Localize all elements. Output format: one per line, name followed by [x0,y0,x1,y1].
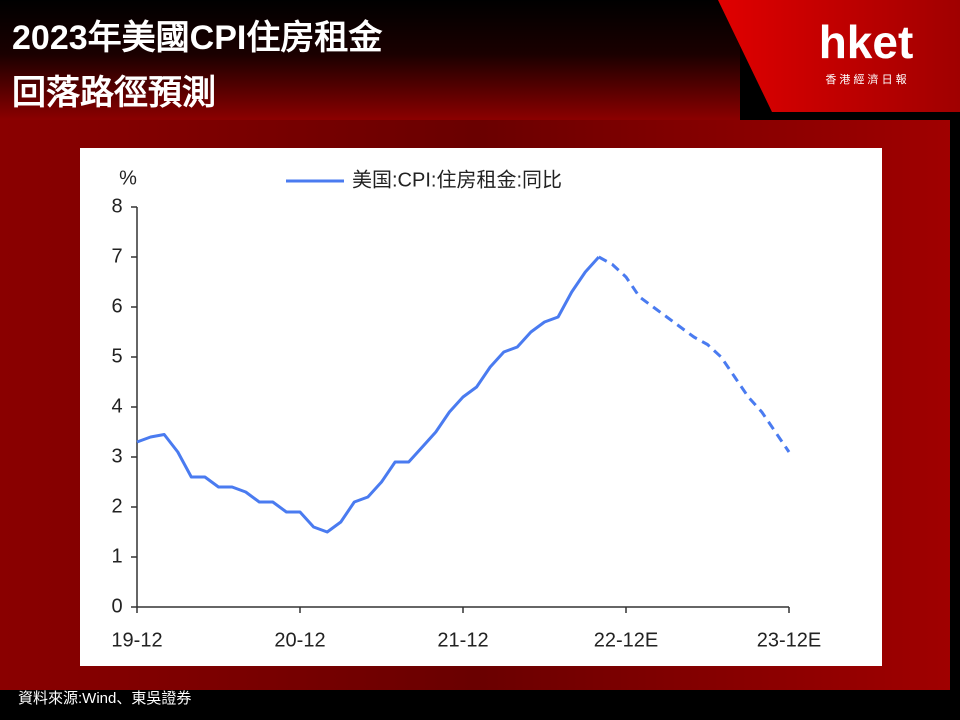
y-tick-label: 0 [111,595,122,617]
y-unit: % [119,167,137,189]
logo-subtitle: 香 港 經 濟 日 報 [825,72,906,86]
x-tick-label: 23-12E [757,629,822,651]
series-line [598,255,791,453]
y-tick-label: 6 [111,295,122,317]
source: 資料來源:Wind、東吳證券 [18,690,191,707]
title-line: 回落路徑預測 [12,74,216,112]
y-tick-label: 2 [111,495,122,517]
plot: % 0 1 2 3 4 5 6 7 8 19-12 20-12 21-12 22-12E 23-12E 美国:… [111,167,821,651]
logo: hket [819,16,914,68]
x-tick-label: 19-12 [111,629,162,651]
logo-panel [718,0,960,112]
series-line [136,255,600,534]
y-tick-label: 3 [111,445,122,467]
y-tick-label: 7 [111,245,122,267]
x-tick-label: 21-12 [437,629,488,651]
y-tick-label: 4 [111,395,122,417]
header-band [0,0,740,120]
y-tick-label: 8 [111,195,122,217]
x-tick-label: 22-12E [594,629,659,651]
y-tick-label: 5 [111,345,122,367]
chart-panel [80,148,882,666]
y-tick-label: 1 [111,545,122,567]
legend-label: 美国:CPI:住房租金:同比 [352,168,562,191]
title-line: 2023年美國CPI住房租金 [12,18,383,57]
x-tick-label: 20-12 [274,629,325,651]
